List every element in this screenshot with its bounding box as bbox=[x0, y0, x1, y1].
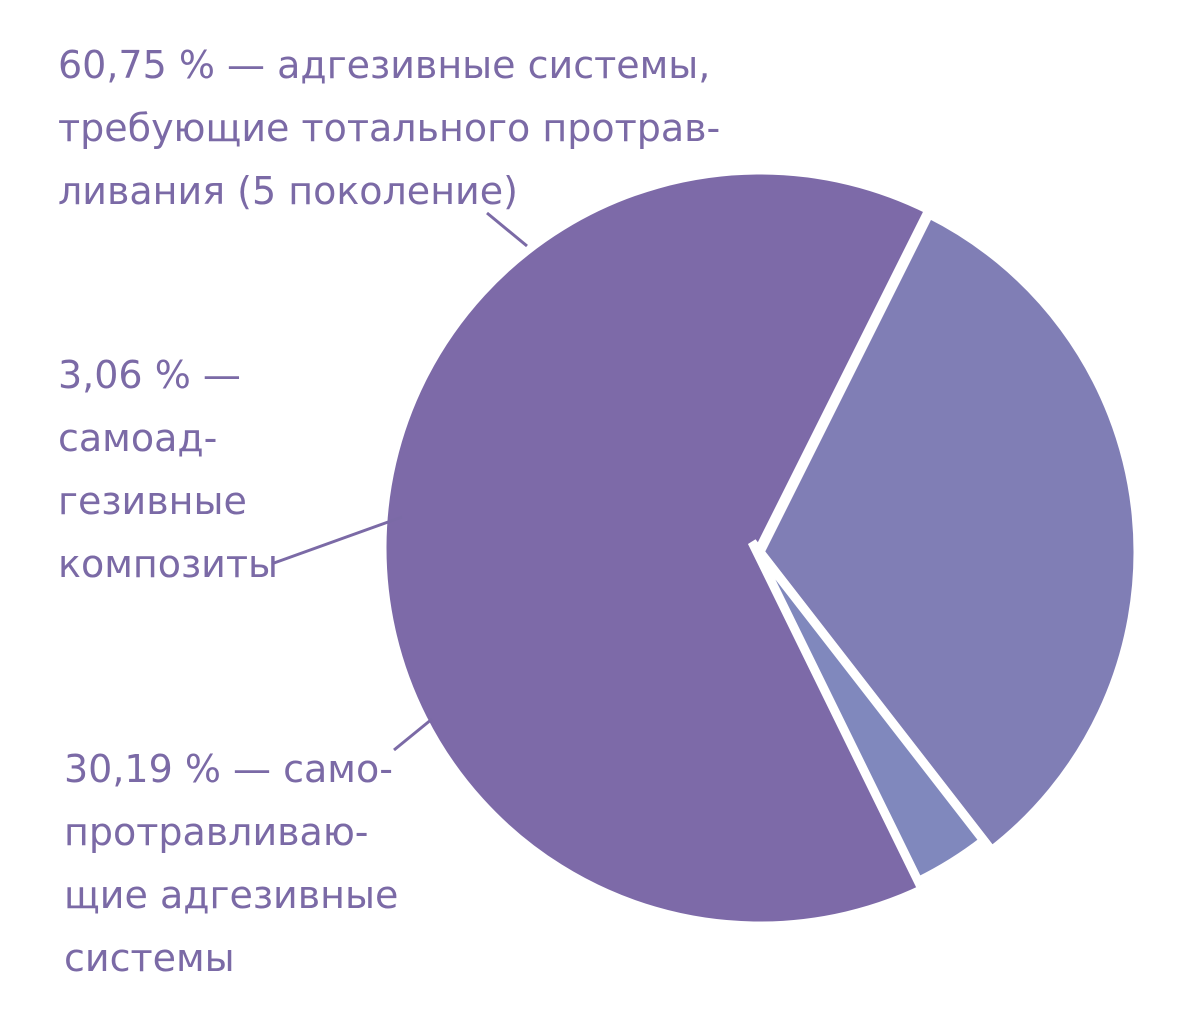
slice-label-line: самоад- bbox=[58, 416, 218, 460]
slice-label-line: ливания (5 поколение) bbox=[58, 169, 518, 213]
slice-label-line: 3,06 % — bbox=[58, 353, 241, 397]
slice-label-total-etch: 60,75 % — адгезивные системы, требующие … bbox=[58, 34, 720, 223]
leader-line-self-adhesive bbox=[273, 515, 403, 565]
slice-label-self-adhesive: 3,06 % — самоад- гезивные композиты bbox=[58, 344, 278, 596]
leader-line-self-etch bbox=[393, 717, 433, 752]
slice-label-line: системы bbox=[64, 936, 235, 980]
slice-self-adhesive bbox=[747, 539, 991, 888]
leader-line-total-etch bbox=[486, 211, 528, 248]
slice-total-etch bbox=[377, 165, 936, 931]
slice-label-line: 60,75 % — адгезивные системы, bbox=[58, 43, 711, 87]
slice-label-self-etch: 30,19 % — само- протравливаю- щие адгези… bbox=[64, 738, 398, 990]
slice-label-line: 30,19 % — само- bbox=[64, 747, 393, 791]
slice-label-line: протравливаю- bbox=[64, 810, 369, 854]
slice-label-line: требующие тотального протрав- bbox=[58, 106, 721, 150]
slice-label-line: щие адгезивные bbox=[64, 873, 399, 917]
slice-self-etch bbox=[754, 207, 1143, 857]
slice-label-line: композиты bbox=[58, 542, 279, 586]
slice-label-line: гезивные bbox=[58, 479, 247, 523]
